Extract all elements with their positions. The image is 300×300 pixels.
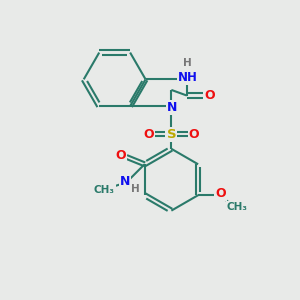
Text: S: S — [167, 128, 176, 141]
Text: N: N — [167, 101, 177, 114]
Text: N: N — [120, 175, 130, 188]
Text: O: O — [205, 89, 215, 102]
Text: CH₃: CH₃ — [226, 202, 248, 212]
Text: CH₃: CH₃ — [94, 185, 115, 195]
Text: O: O — [116, 149, 126, 162]
Text: O: O — [189, 128, 199, 141]
Text: O: O — [215, 187, 226, 200]
Text: NH: NH — [178, 71, 197, 84]
Text: O: O — [143, 128, 154, 141]
Text: H: H — [183, 58, 192, 68]
Text: H: H — [131, 184, 140, 194]
